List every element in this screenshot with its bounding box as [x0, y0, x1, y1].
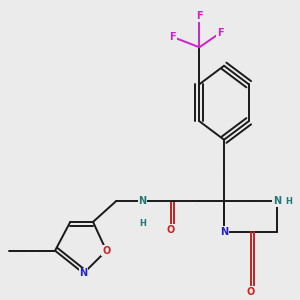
Text: O: O: [247, 287, 255, 297]
Text: O: O: [167, 225, 175, 235]
Text: N: N: [80, 268, 88, 278]
Text: N: N: [273, 196, 281, 206]
Text: N: N: [138, 196, 146, 206]
Text: N: N: [220, 227, 228, 237]
Text: H: H: [285, 197, 292, 206]
Text: F: F: [169, 32, 176, 42]
Text: H: H: [139, 220, 146, 229]
Text: F: F: [196, 11, 203, 21]
Text: F: F: [217, 28, 224, 38]
Text: O: O: [102, 246, 110, 256]
